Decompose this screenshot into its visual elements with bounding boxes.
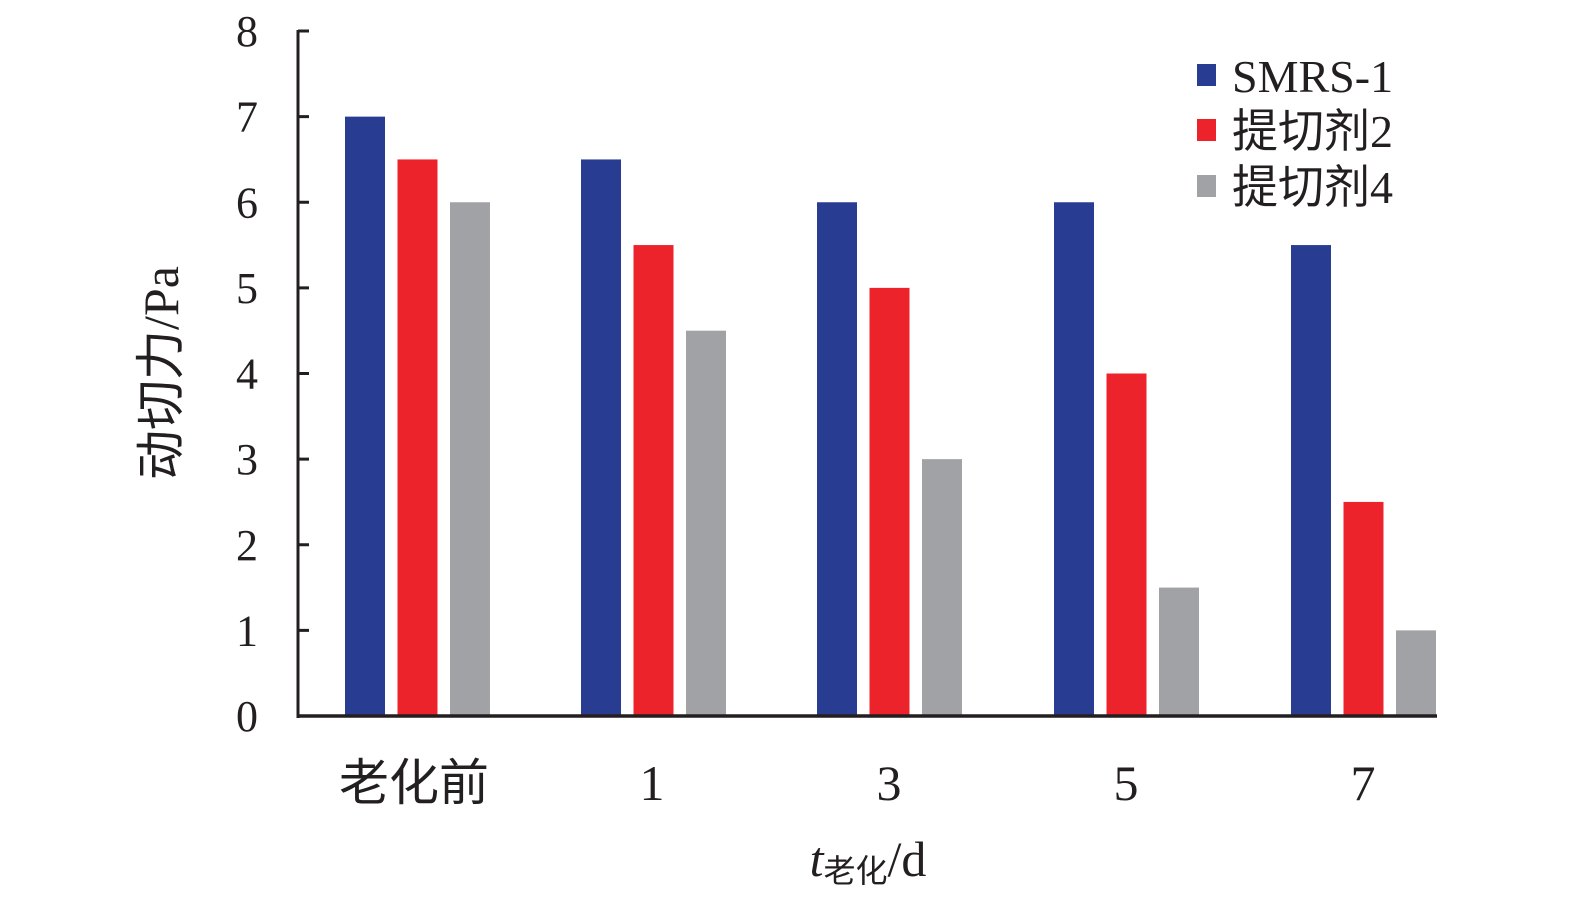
bars-group (345, 116, 1436, 716)
bar-2-4 (1106, 373, 1147, 716)
x-axis: 老化前 1 3 5 7 (297, 714, 1437, 811)
x-axis-label-variable: t (810, 831, 825, 887)
x-tick-label: 3 (877, 755, 902, 811)
legend-label-3: 提切剂4 (1232, 162, 1393, 213)
legend-swatch-1 (1197, 64, 1216, 86)
x-tick-label: 7 (1351, 755, 1376, 811)
y-tick-label: 3 (236, 435, 258, 484)
bar-2-1 (397, 159, 438, 716)
y-tick-label: 0 (236, 692, 258, 741)
x-axis-label-subscript: 老化 (823, 853, 887, 889)
bar-3-1 (450, 202, 490, 716)
x-tick-label: 1 (640, 755, 665, 811)
x-axis-label: t老化/d (810, 831, 927, 889)
legend-swatch-2 (1197, 119, 1216, 141)
bar-2-3 (869, 287, 910, 716)
bar-1-2 (581, 159, 621, 716)
x-tick-label: 5 (1114, 755, 1139, 811)
legend-label-1: SMRS-1 (1232, 51, 1393, 102)
y-tick-label: 7 (236, 93, 258, 142)
bar-3-3 (922, 459, 962, 716)
bar-3-4 (1159, 587, 1199, 716)
y-tick-label: 8 (236, 7, 258, 56)
legend-label-2: 提切剂2 (1232, 106, 1393, 157)
y-tick-label: 5 (236, 264, 258, 313)
bar-1-5 (1291, 245, 1331, 716)
bar-3-5 (1396, 630, 1436, 716)
bar-1-4 (1054, 202, 1094, 716)
y-axis: 0 1 2 3 4 5 6 7 8 (236, 7, 309, 741)
bar-1-1 (345, 116, 385, 716)
y-tick-label: 2 (236, 521, 258, 570)
bar-1-3 (817, 202, 857, 716)
y-tick-label: 1 (236, 606, 258, 655)
y-tick-label: 6 (236, 178, 258, 227)
y-tick-label: 4 (236, 350, 258, 399)
bar-3-2 (686, 330, 726, 716)
x-axis-label-unit: /d (888, 831, 927, 887)
x-tick-label: 老化前 (339, 755, 489, 811)
bar-2-2 (633, 245, 674, 716)
legend-swatch-3 (1197, 175, 1216, 197)
bar-2-5 (1343, 501, 1384, 716)
y-axis-label: 动切力/Pa (133, 266, 189, 480)
